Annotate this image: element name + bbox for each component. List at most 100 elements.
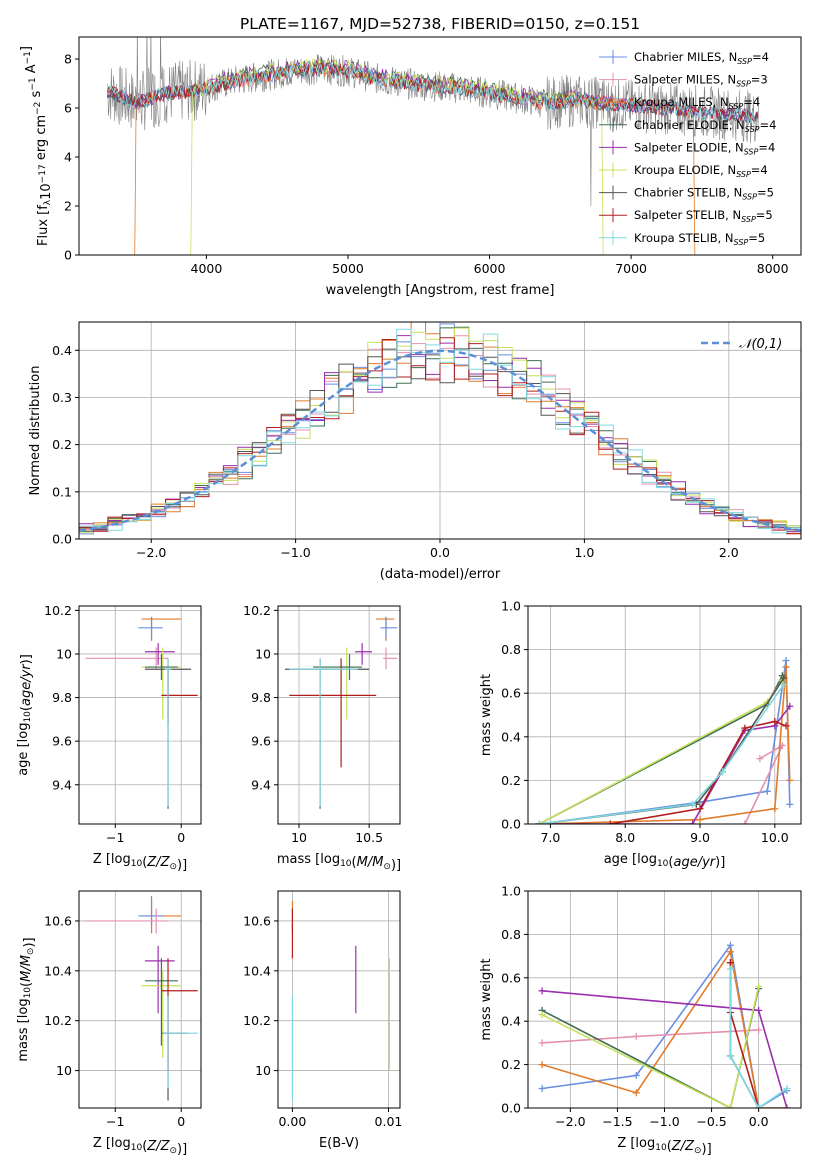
plot-area — [528, 891, 801, 1108]
series-marker — [689, 820, 697, 824]
y-tick-label: 0.2 — [501, 1057, 521, 1072]
y-tick-label: 10 — [56, 1063, 72, 1078]
y-tick-label: 4 — [64, 150, 72, 165]
series-marker — [726, 959, 734, 967]
series-marker — [606, 820, 614, 824]
y-tick-label: 10 — [255, 646, 271, 661]
y-tick-label: 10 — [56, 646, 72, 661]
chart-residuals: 𝒩(0,1) −2.0 −1.0 0.0 1.0 2.0 0.0 0.1 0.2 0.3 0.4 (d… — [28, 321, 802, 582]
series-kroupa-miles — [539, 666, 791, 824]
x-axis-label: wavelength [Angstrom, rest frame] — [326, 283, 555, 298]
chart-age-vs-Z: −1 0 9.4 9.6 9.8 10 10.2 Z [log10(Z/Z⊙)] age [lo… — [16, 603, 202, 873]
x-tick-label: 9.0 — [690, 830, 710, 845]
series-marker — [780, 680, 788, 688]
plot-area — [106, 37, 759, 255]
legend-label: Chabrier MILES, NSSP=4 — [634, 50, 769, 66]
y-tick-label: 9.8 — [251, 690, 271, 705]
x-tick-label: 0.01 — [375, 1114, 403, 1129]
series-marker — [726, 941, 734, 949]
series-marker — [696, 816, 704, 824]
series-marker — [726, 1104, 734, 1108]
y-tick-label: 9.6 — [52, 734, 72, 749]
y-axis-label: mass weight — [479, 958, 494, 1040]
legend-label: Salpeter ELODIE, NSSP=4 — [634, 140, 775, 156]
series-marker — [755, 1104, 763, 1108]
x-tick-label: 1.0 — [574, 545, 594, 560]
series-marker — [755, 1026, 763, 1034]
legend: 𝒩(0,1) — [701, 337, 782, 352]
y-tick-label: 0.4 — [52, 343, 72, 358]
axis-label: Flux [fλ10−17 erg cm−2 s−1 A−1] — [19, 46, 54, 246]
x-tick-label: 0.0 — [430, 545, 450, 560]
chart-mass-vs-ebv: 0.00 0.01 10 10.2 10.4 10.6 E(B-V) — [243, 890, 403, 1151]
series-marker — [538, 987, 546, 995]
figure-title: PLATE=1167, MJD=52738, FIBERID=0150, z=0… — [240, 15, 640, 33]
series-marker — [786, 702, 794, 710]
axis-label: mass [log10(M/M⊙)] — [277, 852, 401, 873]
x-tick-label: −1 — [106, 1114, 124, 1129]
series-marker — [726, 965, 734, 973]
series-marker — [782, 657, 790, 664]
y-tick-label: 0.1 — [52, 484, 72, 499]
x-tick-label: 8000 — [757, 261, 789, 276]
series-salpeter-miles — [542, 1029, 759, 1044]
series-marker — [763, 787, 771, 795]
chart-mass-vs-Z: −1 0 10 10.2 10.4 10.6 Z [log10(Z/Z⊙)] mass [lo… — [16, 890, 202, 1157]
series-marker — [696, 805, 704, 813]
y-tick-label: 9.6 — [251, 734, 271, 749]
series-marker — [771, 718, 779, 726]
legend-label: Salpeter MILES, NSSP=3 — [634, 73, 768, 89]
y-tick-label: 0.4 — [501, 1014, 521, 1029]
x-tick-label: 7.0 — [540, 830, 560, 845]
y-tick-label: 0.0 — [52, 532, 72, 547]
plot-area — [528, 606, 801, 824]
series-marker — [538, 1061, 546, 1069]
y-tick-label: 10.2 — [44, 1013, 72, 1028]
x-tick-label: −0.5 — [696, 1114, 726, 1129]
series-chabrier-elodie — [541, 988, 760, 1108]
x-tick-label: 0.0 — [749, 1114, 769, 1129]
legend-label: 𝒩(0,1) — [739, 337, 782, 352]
x-tick-label: 7000 — [615, 261, 647, 276]
y-tick-label: 10 — [255, 1063, 271, 1078]
y-tick-label: 9.4 — [251, 777, 271, 792]
series-chabrier-miles — [539, 660, 791, 824]
model-salpeter-stelib — [106, 62, 759, 124]
plot-area — [79, 322, 801, 539]
x-tick-label: 4000 — [191, 261, 223, 276]
series-marker — [632, 1089, 640, 1097]
legend-label: Kroupa STELIB, NSSP=5 — [634, 231, 765, 247]
y-tick-label: 9.4 — [52, 777, 72, 792]
y-axis-label: mass weight — [479, 674, 494, 756]
y-tick-label: 10.4 — [243, 963, 271, 978]
series-marker — [771, 805, 779, 813]
x-tick-label: −2.0 — [136, 545, 166, 560]
axes-frame — [78, 605, 202, 825]
y-tick-label: 10.4 — [44, 963, 72, 978]
series-marker — [726, 948, 734, 956]
series-marker — [755, 1006, 763, 1014]
y-tick-label: 1.0 — [501, 884, 521, 899]
y-tick-label: 0.0 — [501, 817, 521, 832]
series-kroupa-elodie — [541, 986, 760, 1108]
normal-curve — [79, 349, 801, 532]
x-tick-label: 8.0 — [615, 830, 635, 845]
y-tick-label: 0 — [64, 248, 72, 263]
legend-label: Salpeter STELIB, NSSP=5 — [634, 208, 773, 224]
x-axis-label: E(B-V) — [319, 1136, 359, 1151]
x-tick-label: −1.0 — [280, 545, 310, 560]
axis-label: mass [log10(M/M⊙)] — [16, 937, 37, 1061]
y-tick-label: 0.2 — [52, 437, 72, 452]
series-kroupa-stelib — [729, 969, 788, 1108]
model-kroupa-stelib — [107, 62, 759, 125]
series-marker — [632, 1071, 640, 1079]
x-axis-label: (data-model)/error — [380, 567, 501, 582]
y-tick-label: 2 — [64, 199, 72, 214]
y-tick-label: 10.6 — [44, 913, 72, 928]
y-tick-label: 10.2 — [44, 603, 72, 618]
series-marker — [783, 1104, 791, 1108]
x-tick-label: 0 — [177, 830, 185, 845]
series-chabrier-stelib — [539, 677, 785, 824]
legend-label: Kroupa ELODIE, NSSP=4 — [634, 163, 768, 179]
legend-label: Kroupa MILES, NSSP=4 — [634, 95, 760, 111]
